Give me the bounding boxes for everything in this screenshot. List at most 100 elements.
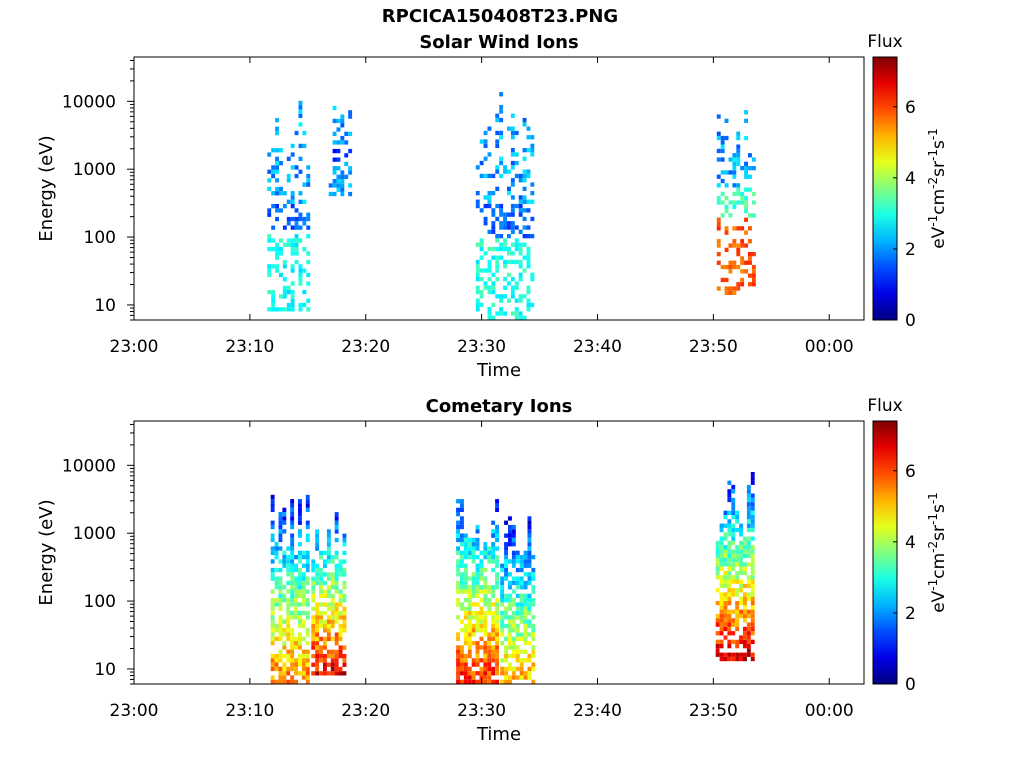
flux-cell [274, 555, 279, 560]
flux-cell [732, 166, 737, 171]
flux-cell [527, 533, 532, 538]
flux-cell [739, 545, 743, 550]
flux-cell [282, 294, 287, 299]
x-tick-label: 23:40 [573, 337, 622, 357]
flux-cell [463, 580, 468, 586]
flux-cell [508, 598, 512, 603]
flux-cell [510, 277, 515, 282]
flux-cell [511, 589, 516, 594]
flux-cell [323, 623, 327, 629]
flux-cell [286, 156, 291, 161]
flux-cell [483, 139, 488, 144]
flux-cell [728, 157, 733, 162]
flux-cell [527, 623, 532, 629]
flux-cell [479, 268, 484, 273]
flux-cell [475, 289, 480, 295]
flux-cell [460, 658, 464, 663]
flux-cell [503, 311, 507, 316]
y-tick-label: 100 [84, 228, 116, 248]
flux-cell [479, 246, 484, 252]
flux-cell [282, 641, 287, 646]
flux-cell [736, 282, 741, 287]
flux-cell [531, 662, 536, 667]
flux-cell [739, 588, 743, 593]
flux-cell [334, 585, 339, 590]
flux-cell [723, 562, 728, 567]
flux-cell [744, 170, 748, 175]
flux-cell [719, 575, 724, 580]
flux-cell [495, 169, 500, 174]
flux-cell [290, 576, 295, 581]
flux-cell [275, 161, 279, 166]
flux-cell [483, 679, 488, 684]
flux-cell [491, 628, 496, 633]
flux-cell [495, 658, 499, 663]
flux-cell [463, 567, 468, 573]
flux-cell [491, 289, 496, 295]
flux-cell [518, 203, 523, 209]
flux-cell [456, 524, 460, 530]
flux-cell [719, 562, 724, 567]
flux-cell [731, 622, 736, 627]
flux-cell [348, 166, 353, 171]
flux-cell [732, 174, 737, 179]
flux-cell [491, 285, 496, 290]
flux-cell [330, 580, 335, 586]
flux-cell [319, 602, 323, 607]
flux-cell [294, 567, 298, 573]
flux-cell [275, 307, 279, 312]
flux-cell [487, 649, 492, 654]
flux-cell [475, 242, 480, 247]
flux-cell [495, 117, 500, 123]
flux-cell [311, 559, 316, 564]
flux-cell [487, 610, 492, 616]
flux-cell [342, 654, 347, 659]
flux-cell [731, 484, 736, 490]
flux-cell [278, 559, 283, 564]
flux-cell [323, 602, 327, 607]
flux-cell [471, 679, 476, 684]
flux-cell [471, 550, 476, 555]
flux-cell [305, 503, 310, 508]
flux-cell [522, 173, 527, 179]
flux-cell [475, 576, 480, 581]
flux-cell [716, 217, 721, 222]
flux-cell [527, 602, 532, 607]
flux-cell [746, 493, 751, 498]
flux-cell [290, 658, 295, 663]
flux-cell [328, 191, 333, 197]
flux-cell [274, 585, 279, 590]
flux-cell [731, 540, 736, 546]
flux-cell [511, 636, 516, 641]
x-tick-label: 23:50 [689, 337, 738, 357]
flux-cell [282, 593, 287, 598]
flux-cell [519, 602, 524, 607]
flux-cell [723, 592, 728, 597]
flux-cell [267, 212, 272, 217]
flux-cell [515, 636, 520, 641]
flux-cell [723, 570, 728, 576]
flux-cell [504, 675, 508, 680]
flux-cell [479, 208, 484, 213]
flux-cell [298, 585, 302, 590]
flux-cell [751, 157, 756, 162]
flux-cell [326, 619, 331, 624]
flux-cell [510, 212, 515, 217]
flux-cell [315, 671, 320, 676]
flux-cell [338, 628, 343, 633]
flux-cell [330, 671, 335, 676]
flux-cell [744, 269, 748, 274]
flux-cell [531, 636, 536, 641]
flux-cell [527, 576, 532, 581]
y-tick-label: 10 [94, 660, 116, 680]
flux-cell [503, 264, 507, 269]
flux-cell [475, 264, 480, 269]
flux-cell [282, 529, 287, 534]
flux-cell [298, 109, 303, 114]
flux-cell [511, 533, 516, 538]
flux-cell [495, 264, 500, 269]
flux-cell [330, 636, 335, 642]
flux-cell [460, 662, 464, 667]
flux-cell [728, 264, 733, 270]
flux-cell [518, 251, 523, 256]
